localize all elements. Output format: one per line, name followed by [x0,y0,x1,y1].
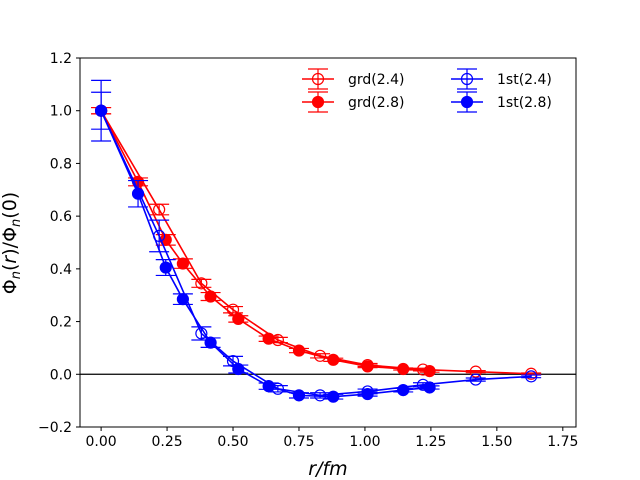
x-tick-label: 0.50 [217,434,248,450]
data-point[interactable] [525,370,538,383]
y-axis-title-seg: (0) [0,192,21,219]
plot-area [80,79,576,403]
y-tick-label: 1.0 [50,104,72,120]
x-tick-label: 1.00 [349,434,380,450]
data-point[interactable] [313,349,327,362]
data-point[interactable] [232,312,245,326]
data-point[interactable] [95,104,108,117]
series-grd(2.8) [91,104,440,378]
data-point[interactable] [397,384,410,397]
legend-entry-1st(2.8): 1st(2.8) [451,91,552,113]
legend-marker [460,95,474,109]
y-axis-title-part: Φ [0,279,21,294]
data-point[interactable] [469,365,482,378]
data-point[interactable] [327,353,340,366]
data-point[interactable] [262,380,275,393]
legend-marker [460,72,474,86]
y-axis-title-part: (0) [0,192,21,219]
y-tick-label: 0.0 [50,367,72,383]
x-tick-label: 1.75 [547,434,578,450]
legend: grd(2.4) grd(2.8) 1st(2.4) 1st(2.8) [302,68,552,113]
data-point[interactable] [361,360,374,373]
data-point[interactable] [159,261,172,274]
x-tick-label: 0.75 [283,434,314,450]
legend-label: grd(2.8) [348,95,404,111]
legend-label: 1st(2.4) [497,72,552,88]
legend-entry-1st(2.4): 1st(2.4) [451,68,552,90]
data-point[interactable] [195,277,208,290]
axes-frame [79,57,577,428]
plot-inner [80,79,576,403]
y-axis-title-seg: )/Φ [0,227,21,256]
y-axis-title-var: r [0,255,21,264]
series-1st(2.8) [91,91,440,403]
y-axis-title-part: (r)/Φ [0,227,21,271]
axes: 0.00 0.25 0.50 0.75 1.00 1.25 1.50 1.75 −0.2 0.0 0… [38,51,578,450]
data-point[interactable] [292,389,306,402]
series-line [100,110,430,398]
legend-marker [311,95,325,109]
data-point[interactable] [397,362,410,376]
data-point[interactable] [176,257,189,270]
legend-label: grd(2.4) [348,72,404,88]
y-tick-label: 0.8 [50,156,72,172]
data-point[interactable] [153,203,166,216]
x-axis-title: r/fm [308,458,347,480]
y-axis-title-seg: Φ [0,279,21,294]
data-point[interactable] [131,187,145,200]
data-point[interactable] [204,336,217,349]
y-axis-title-subscript: n [9,219,24,227]
y-axis-title-seg: ( [0,264,21,271]
x-tick-label: 1.25 [415,434,446,450]
legend-label: 1st(2.8) [497,95,552,111]
data-point[interactable] [262,332,275,345]
data-point[interactable] [204,290,217,303]
x-tick-label: 0.00 [86,434,117,450]
y-tick-label: 0.6 [50,209,72,225]
legend-entry-grd(2.8): grd(2.8) [302,91,404,113]
x-tick-label: 0.25 [151,434,182,450]
data-point[interactable] [292,344,306,357]
data-point[interactable] [361,387,374,401]
data-point[interactable] [232,362,245,376]
y-tick-label: −0.2 [38,420,72,436]
legend-marker [311,72,325,86]
data-point[interactable] [423,381,436,394]
legend-entry-grd(2.4): grd(2.4) [302,68,404,90]
data-point[interactable] [176,293,189,306]
data-point[interactable] [469,373,482,386]
y-tick-label: 0.4 [50,262,72,278]
x-tick-label: 1.50 [481,434,512,450]
data-point[interactable] [423,365,436,378]
y-axis-title: Φn(r)/Φn(0) [0,192,24,294]
y-tick-label: 0.2 [50,315,72,331]
data-point[interactable] [327,390,340,403]
y-axis-title-subscript: n [9,271,24,279]
y-tick-label: 1.2 [50,51,72,67]
